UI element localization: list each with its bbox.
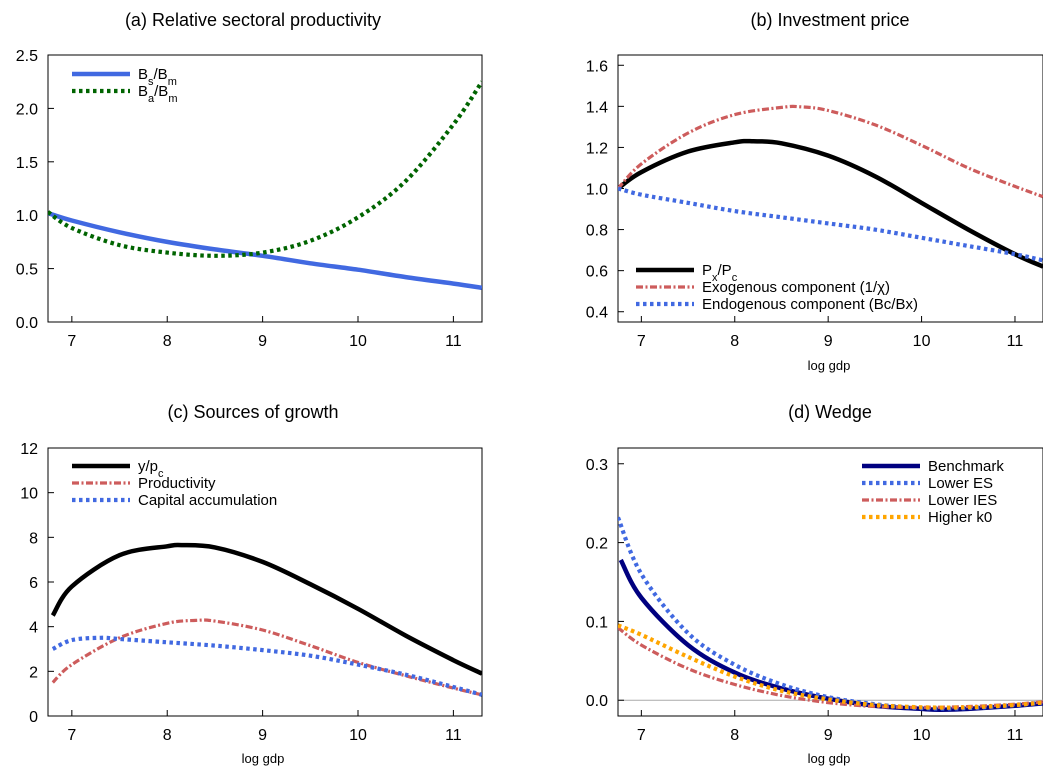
panel-b: (b) Investment price 7 8 9 10 11 0.4 0.6 0.8 1.0… xyxy=(586,10,1043,373)
x-tick-label: 7 xyxy=(67,333,76,350)
legend-label: y/pc xyxy=(138,458,164,480)
y-tick-label: 0.6 xyxy=(586,264,608,281)
x-tick-label: 8 xyxy=(163,333,172,350)
y-tick-label: 6 xyxy=(29,575,38,592)
x-tick-label: 10 xyxy=(349,727,367,744)
series-line-productivity xyxy=(51,618,482,697)
series-line-exogenous-component-1- xyxy=(618,104,1043,199)
x-tick-label: 7 xyxy=(67,727,76,744)
y-tick-label: 0.0 xyxy=(16,315,38,332)
x-tick-label: 11 xyxy=(1007,333,1024,350)
series-line-y-pc xyxy=(50,542,482,676)
series-line-px-pc xyxy=(618,138,1043,269)
plot-frame xyxy=(617,447,1043,717)
series-line-bs-bm xyxy=(48,210,482,291)
legend-label: Px/Pc xyxy=(702,262,738,284)
x-tick-label: 10 xyxy=(913,333,931,350)
y-tick-label: 2 xyxy=(29,664,38,681)
series-line-lower-es xyxy=(618,516,1043,711)
x-tick-label: 8 xyxy=(730,333,739,350)
x-tick-label: 9 xyxy=(258,333,267,350)
panel-b-plot: 7 8 9 10 11 0.4 0.6 0.8 1.0 1.2 1.4 1.6 Px/PcExogeno… xyxy=(586,54,1043,350)
legend-label: Capital accumulation xyxy=(138,492,277,509)
y-tick-label: 0.0 xyxy=(586,693,608,710)
series-line-higher-k0 xyxy=(618,623,1043,710)
legend-label: Exogenous component (1/χ) xyxy=(702,279,890,296)
plot-frame xyxy=(47,447,483,717)
y-tick-label: 2.5 xyxy=(16,48,38,65)
panel-c-xlabel: log gdp xyxy=(242,751,285,766)
series-group xyxy=(48,80,482,291)
x-tick-label: 8 xyxy=(163,727,172,744)
x-tick-label: 10 xyxy=(349,333,367,350)
y-tick-label: 1.0 xyxy=(16,208,38,225)
legend-label: Benchmark xyxy=(928,458,1004,475)
panel-d: (d) Wedge 7 8 9 10 110.00.10.20.3 BenchmarkLo… xyxy=(586,402,1043,766)
x-tick-label: 11 xyxy=(1007,727,1024,744)
panel-c-plot: 7 8 9 10 11 0 2 4 6 8 10 12 y/pcProductivityCapital … xyxy=(20,441,483,744)
panel-b-xlabel: log gdp xyxy=(808,358,851,373)
series-line-ba-bm xyxy=(48,80,482,258)
legend-label: Productivity xyxy=(138,475,216,492)
y-tick-label: 0.5 xyxy=(16,262,38,279)
y-tick-label: 0.1 xyxy=(586,614,608,631)
x-tick-label: 7 xyxy=(637,727,646,744)
panel-a-title: (a) Relative sectoral productivity xyxy=(125,10,381,30)
x-tick-label: 11 xyxy=(445,333,462,350)
panel-a: (a) Relative sectoral productivity 7 8 9 10… xyxy=(16,10,483,350)
y-tick-label: 1.4 xyxy=(586,99,608,116)
series-group xyxy=(618,516,1043,712)
x-tick-label: 8 xyxy=(730,727,739,744)
series-group xyxy=(50,542,482,697)
x-tick-label: 9 xyxy=(258,727,267,744)
y-tick-label: 4 xyxy=(29,620,38,637)
legend-label: Lower ES xyxy=(928,475,993,492)
y-tick-label: 12 xyxy=(20,441,38,458)
y-tick-label: 1.2 xyxy=(586,140,608,157)
x-tick-label: 9 xyxy=(824,333,833,350)
panel-c-title: (c) Sources of growth xyxy=(167,402,338,422)
x-tick-label: 11 xyxy=(445,727,462,744)
panel-d-title: (d) Wedge xyxy=(788,402,872,422)
y-tick-label: 2.0 xyxy=(16,101,38,118)
legend-label: Higher k0 xyxy=(928,509,992,526)
y-tick-label: 10 xyxy=(20,486,38,503)
y-tick-label: 8 xyxy=(29,530,38,547)
legend-label: Bs/Bm xyxy=(138,66,177,88)
y-tick-label: 0.3 xyxy=(586,457,608,474)
panel-d-xlabel: log gdp xyxy=(808,751,851,766)
legend-label: Ba/Bm xyxy=(138,83,178,105)
panel-b-title: (b) Investment price xyxy=(750,10,909,30)
y-tick-label: 1.5 xyxy=(16,155,38,172)
x-tick-label: 10 xyxy=(913,727,931,744)
y-tick-label: 0.8 xyxy=(586,223,608,240)
x-tick-label: 7 xyxy=(637,333,646,350)
y-tick-label: 1.6 xyxy=(586,58,608,75)
series-group xyxy=(618,104,1043,269)
y-tick-label: 0.2 xyxy=(586,536,608,553)
series-line-benchmark xyxy=(618,558,1043,712)
series-line-endogenous-component-bc-bx- xyxy=(618,186,1043,263)
y-tick-label: 0 xyxy=(29,709,38,726)
legend-label: Endogenous component (Bc/Bx) xyxy=(702,296,918,313)
y-tick-label: 0.4 xyxy=(586,305,608,322)
y-tick-label: 1.0 xyxy=(586,182,608,199)
legend-label: Lower IES xyxy=(928,492,997,509)
x-tick-label: 9 xyxy=(824,727,833,744)
series-line-capital-accumulation xyxy=(51,635,482,697)
plot-frame xyxy=(47,54,483,323)
panel-c: (c) Sources of growth 7 8 9 10 11 0 2 4 6 8 10 12 y/… xyxy=(20,402,483,766)
